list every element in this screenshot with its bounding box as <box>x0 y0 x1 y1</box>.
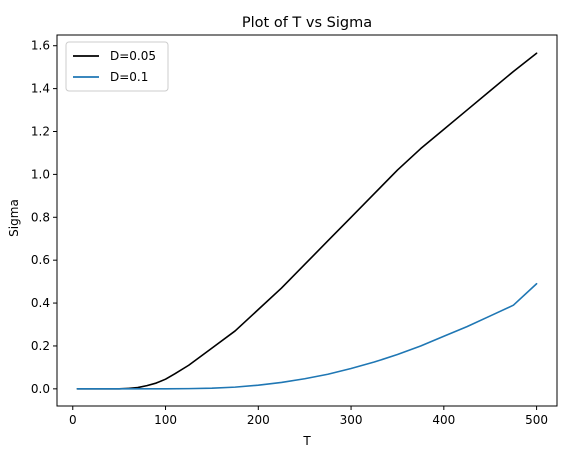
legend-box <box>65 41 169 92</box>
y-tick-label: 1.0 <box>31 167 50 181</box>
axes-layer <box>56 34 558 407</box>
y-tick-label: 0.0 <box>31 382 50 396</box>
y-axis-label: Sigma <box>7 199 21 237</box>
series-line-2 <box>76 282 538 390</box>
legend: D=0.05 D=0.1 <box>65 41 169 92</box>
y-tick-label: 1.4 <box>31 82 50 96</box>
axes-frame <box>56 34 558 407</box>
x-tick-label: 500 <box>525 413 548 427</box>
chart-title: Plot of T vs Sigma <box>242 15 372 31</box>
legend-label-1: D=0.05 <box>110 49 156 63</box>
x-tick-label: 100 <box>154 413 177 427</box>
x-tick-label: 0 <box>69 413 77 427</box>
y-tick-label: 0.4 <box>31 296 50 310</box>
legend-label-2: D=0.1 <box>110 70 148 84</box>
series-layer <box>76 52 538 390</box>
y-tick-label: 0.6 <box>31 253 50 267</box>
y-tick-label: 1.2 <box>31 125 50 139</box>
x-tick-label: 400 <box>432 413 455 427</box>
y-tick-label: 0.8 <box>31 210 50 224</box>
x-axis-label: T <box>302 434 311 448</box>
series-line-1 <box>76 52 538 390</box>
x-tick-label: 300 <box>340 413 363 427</box>
x-tick-label: 200 <box>247 413 270 427</box>
ticks-layer: 0 100 200 300 400 500 0.0 0.2 0.4 0.6 0.8 1.0 1.2 1.4… <box>31 39 548 427</box>
y-tick-label: 0.2 <box>31 339 50 353</box>
y-tick-label: 1.6 <box>31 39 50 53</box>
